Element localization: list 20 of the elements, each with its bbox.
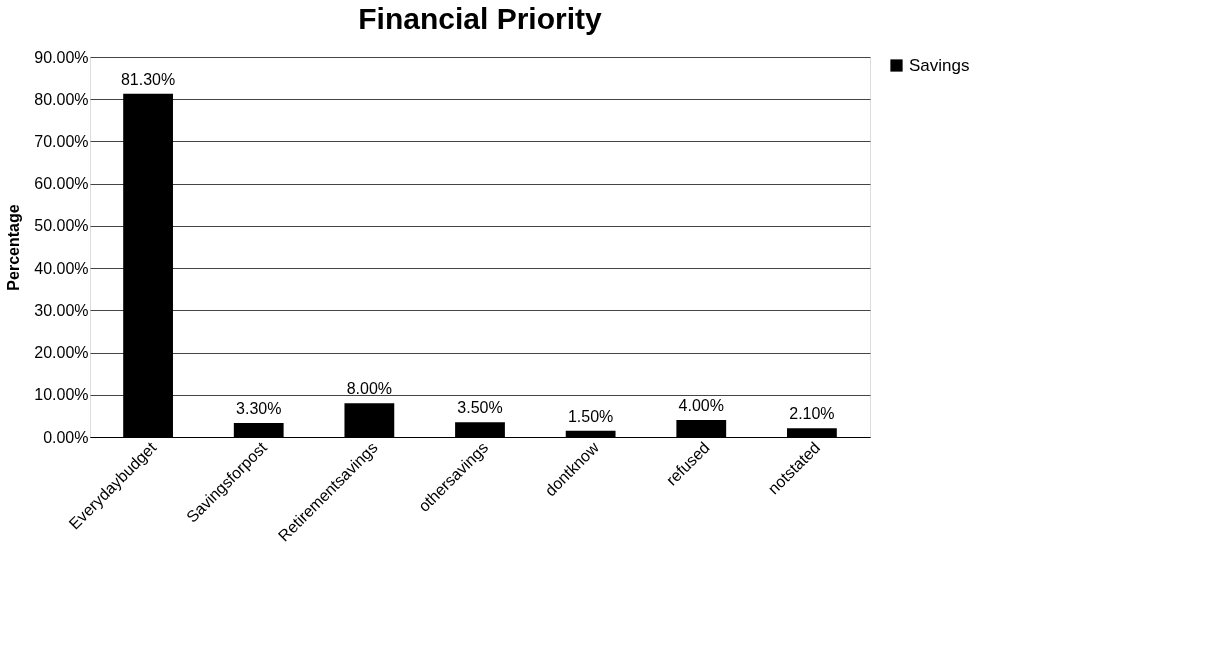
y-tick-label: 80.00% bbox=[34, 90, 89, 108]
y-tick-label: 0.00% bbox=[43, 428, 89, 446]
data-label: 81.30% bbox=[120, 70, 176, 88]
y-tick-label: 30.00% bbox=[34, 301, 89, 319]
data-label: 1.50% bbox=[567, 407, 614, 425]
data-label: 8.00% bbox=[346, 380, 393, 398]
y-tick-label: 50.00% bbox=[34, 217, 89, 235]
data-label: 3.50% bbox=[457, 399, 503, 417]
chart-title: Financial Priority bbox=[358, 2, 603, 35]
y-tick-label: 70.00% bbox=[34, 132, 89, 150]
data-label: 2.10% bbox=[789, 405, 835, 423]
data-label: 4.00% bbox=[678, 397, 724, 415]
legend-label: Savings bbox=[909, 55, 970, 75]
y-tick-label: 20.00% bbox=[34, 344, 89, 362]
y-tick-label: 10.00% bbox=[34, 386, 89, 404]
data-label: 3.30% bbox=[236, 400, 282, 418]
y-tick-label: 90.00% bbox=[34, 48, 89, 66]
y-tick-label: 60.00% bbox=[34, 175, 89, 193]
y-axis-title: Percentage bbox=[5, 204, 23, 291]
y-tick-label: 40.00% bbox=[34, 259, 89, 277]
